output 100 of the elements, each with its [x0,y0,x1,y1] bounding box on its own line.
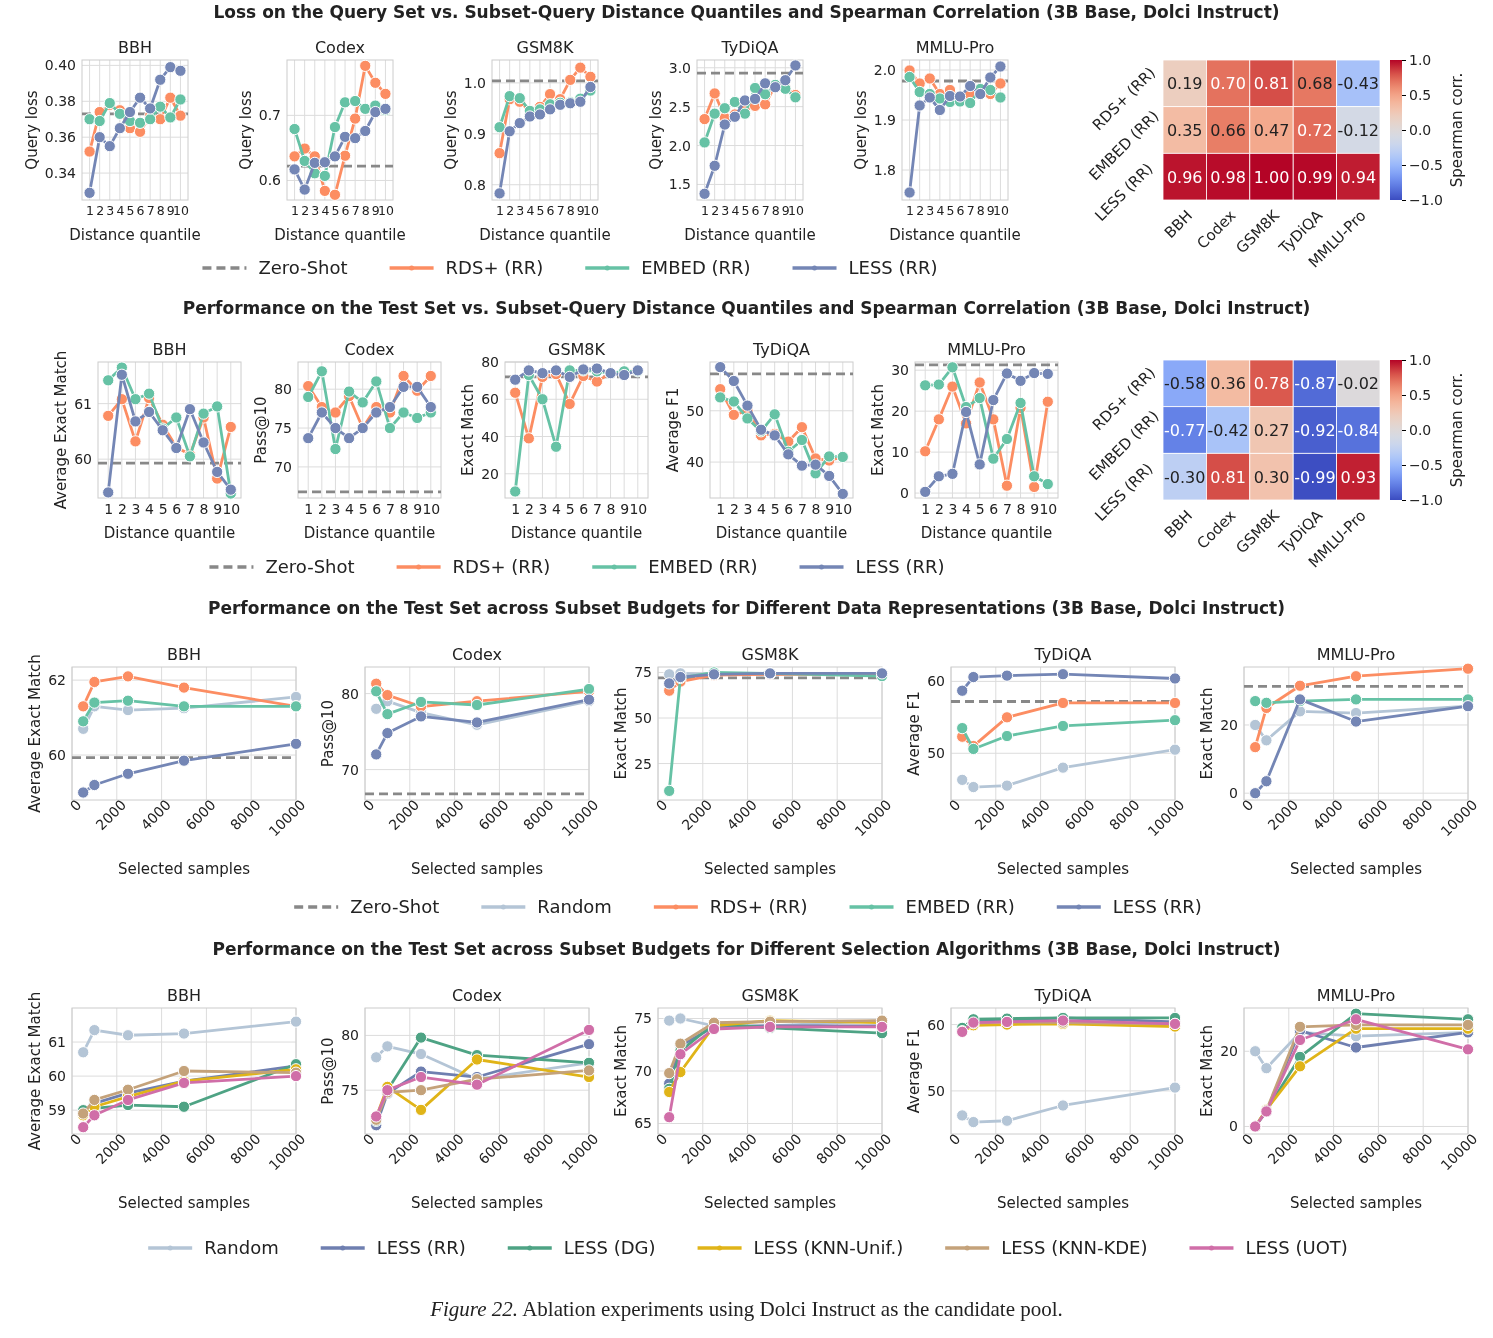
chart-title: TyDiQA [751,340,811,359]
x-tick-label: 6 [172,500,182,517]
data-label: -0.77 [1164,421,1206,440]
chart-title: MMLU-Pro [915,38,995,57]
x-tick-label: 8 [606,500,616,517]
x-tick-label: 8 [566,202,575,218]
x-axis-title: Distance quantile [69,226,201,244]
x-tick-label: 5 [158,500,168,517]
x-tick-label: 2 [524,500,534,517]
y-tick-label: 30 [891,362,909,379]
x-tick-label: 7 [146,202,155,218]
y-tick-label: 70 [341,761,359,778]
x-axis-title: Distance quantile [510,524,643,542]
color-bar-label: 0.5 [1409,86,1432,103]
x-axis-title: Selected samples [1289,860,1423,878]
legend-label: EMBED (RR) [905,896,1015,917]
x-tick-label: 3 [516,202,525,218]
y-tick-label: 60 [48,747,66,764]
x-tick-label: 10 [222,500,241,517]
x-tick-label: 6 [579,500,589,517]
data-label: -0.58 [1164,374,1206,394]
y-tick-label: 1.8 [873,161,896,178]
x-tick-label: 0 [945,1130,964,1149]
x-tick-label: 0 [652,796,671,815]
data-label: 0.99 [1297,167,1333,187]
chart-title: GSM8K [516,38,575,57]
x-tick-label: 3 [926,202,935,218]
y-axis-title: Average F1 [905,1028,924,1114]
color-bar-label: 1.0 [1409,351,1432,368]
x-axis-title: Selected samples [410,1194,544,1212]
x-tick-label: 6 [136,202,145,218]
x-tick-label: 4 [731,202,740,218]
y-tick-label: 80 [274,381,292,398]
y-axis-title: Query loss [22,90,41,170]
chart-title: BBH [167,986,201,1005]
y-axis-title: Exact Match [869,383,888,477]
chart-title: Codex [451,645,503,664]
x-tick-label: 4 [321,202,330,218]
x-tick-label: 9 [825,500,835,517]
x-tick-label: 1 [906,202,915,218]
y-axis-title: Query loss [851,90,870,170]
chart-subtitle: Performance on the Test Set vs. Subset-Query Distance Quantiles and Spearman Correlation (3B Base, Dolci Instruct) [182,298,1311,318]
y-axis-title: Exact Match [612,1024,631,1118]
x-tick-label: 3 [743,500,753,517]
y-tick-label: 65 [634,1115,652,1132]
x-tick-label: 6 [989,500,999,517]
y-axis-title: Pass@10 [319,699,338,768]
x-tick-label: 3 [721,202,730,218]
x-tick-label: 5 [536,202,545,218]
data-label: 0.81 [1210,467,1246,487]
y-tick-label: 80 [341,1027,359,1044]
chart-title: Codex [344,340,395,359]
y-tick-label: 1.5 [668,176,691,193]
legend-label: Zero-Shot [350,896,440,917]
data-label: -0.92 [1294,421,1336,440]
x-tick-label: 1 [716,500,726,517]
data-label: -0.84 [1337,421,1379,440]
y-tick-label: 50 [927,1082,945,1099]
legend-label: LESS (KNN-Unif.) [753,1237,904,1258]
x-tick-label: 6 [751,202,760,218]
x-tick-label: 5 [770,500,780,517]
x-tick-label: 9 [781,202,790,218]
y-tick-label: 80 [481,353,499,370]
x-tick-label: 6 [546,202,555,218]
y-tick-label: 25 [634,755,652,772]
y-tick-label: 0.36 [44,129,77,146]
y-axis-title: Average Exact Match [26,654,45,813]
x-tick-label: 7 [556,202,565,218]
legend-label: LESS (DG) [563,1237,656,1258]
data-label: -0.30 [1164,467,1206,487]
x-tick-label: 7 [797,500,807,517]
y-axis-title: Average F1 [905,691,924,776]
x-tick-label: 10 [422,500,441,517]
caption: Figure 22. Ablation experiments using Dolci Instruct as the candidate pool. [429,1297,1063,1321]
legend-label: LESS (KNN-KDE) [1001,1237,1148,1258]
x-tick-label: 9 [1030,500,1040,517]
x-axis-title: Selected samples [996,860,1130,878]
x-tick-label: 5 [741,202,750,218]
x-axis-title: Selected samples [117,860,251,878]
data-label: 0.81 [1253,74,1290,94]
x-tick-label: 7 [592,500,602,517]
chart-title: GSM8K [547,340,606,359]
x-tick-label: 8 [156,202,165,218]
legend-label: Random [204,1237,279,1258]
y-axis-title: Query loss [441,90,460,170]
x-tick-label: 5 [331,202,340,218]
y-tick-label: 0 [1229,785,1238,802]
color-bar-label: 0.5 [1409,386,1432,403]
chart-title: TyDiQA [720,38,779,57]
x-tick-label: 3 [131,500,141,517]
x-tick-label: 3 [948,500,958,517]
x-axis-title: Selected samples [703,860,837,878]
y-axis-title: Pass@10 [319,1037,338,1105]
data-label: 0.66 [1210,121,1246,140]
y-tick-label: 2.0 [668,137,691,154]
x-tick-label: 4 [552,500,562,517]
color-bar-label: −1.0 [1409,191,1443,208]
data-label: 0.68 [1297,74,1333,94]
chart-title: Codex [451,986,503,1005]
chart-subtitle: Performance on the Test Set across Subset Budgets for Different Data Representations (3B Base, Dolci Instruct) [207,598,1286,618]
